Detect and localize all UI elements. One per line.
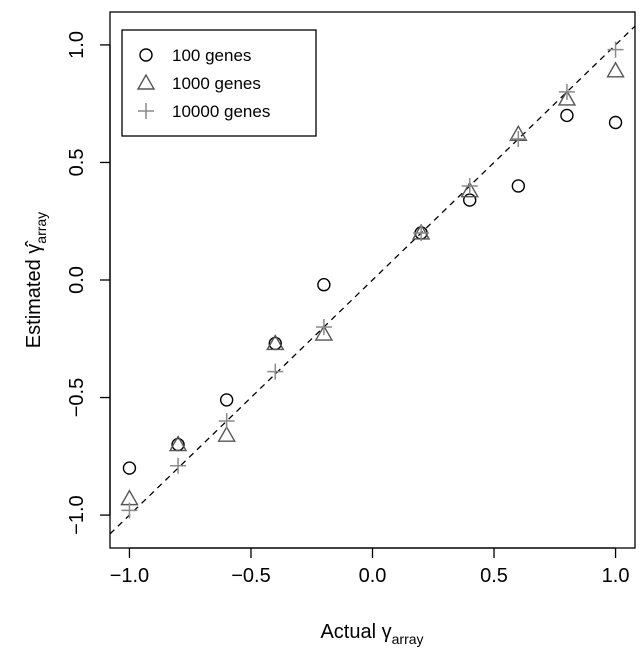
data-point-plus bbox=[267, 363, 284, 380]
data-point-triangle bbox=[557, 89, 577, 106]
x-axis-title-main: Actual bbox=[320, 621, 381, 643]
y-axis-title: Estimated γ̂array bbox=[23, 212, 49, 348]
data-point-plus bbox=[170, 457, 187, 474]
data-points bbox=[120, 41, 625, 519]
legend-box bbox=[121, 29, 317, 137]
data-point-triangle bbox=[168, 435, 188, 452]
data-point-plus bbox=[461, 177, 478, 194]
data-point-circle bbox=[219, 393, 234, 407]
x-tick-label: 1.0 bbox=[602, 565, 630, 587]
data-point-circle bbox=[511, 179, 526, 193]
y-tick-label: −0.5 bbox=[66, 378, 88, 417]
y-axis-title-subscript: array bbox=[33, 212, 49, 244]
y-axis-title-main: Estimated bbox=[23, 254, 45, 348]
data-point-triangle bbox=[266, 334, 285, 351]
data-point-circle bbox=[608, 115, 623, 130]
x-tick-label: −1.0 bbox=[110, 565, 149, 587]
data-point-triangle bbox=[460, 181, 479, 198]
data-point-circle bbox=[317, 278, 331, 292]
data-point-circle bbox=[560, 108, 574, 123]
x-tick-label: 0.5 bbox=[480, 565, 508, 587]
y-tick-label: 1.0 bbox=[66, 31, 88, 59]
data-point-triangle bbox=[606, 61, 625, 78]
data-point-triangle bbox=[217, 425, 236, 442]
x-tick-label: −0.5 bbox=[231, 565, 270, 587]
y-tick-label: −1.0 bbox=[66, 495, 88, 534]
y-axis: −1.0 −0.5 0.0 0.5 1.0 bbox=[66, 31, 111, 535]
data-point-circle bbox=[122, 461, 137, 475]
legend-plus-icon bbox=[138, 103, 154, 119]
data-point-plus bbox=[315, 319, 332, 336]
legend-label: 10000 genes bbox=[172, 102, 270, 121]
legend-label: 1000 genes bbox=[172, 74, 261, 93]
data-point-plus bbox=[558, 83, 575, 100]
legend-label: 100 genes bbox=[172, 46, 251, 65]
y-tick-label: 0.0 bbox=[66, 266, 88, 294]
x-axis-title-symbol: γ bbox=[382, 621, 392, 643]
y-tick-label: 0.5 bbox=[66, 149, 88, 177]
legend: 100 genes 1000 genes 10000 genes bbox=[121, 29, 317, 137]
data-point-triangle bbox=[314, 324, 334, 341]
x-axis-title-subscript: array bbox=[392, 631, 424, 647]
data-point-circle bbox=[463, 193, 477, 207]
legend-circle-icon bbox=[139, 48, 153, 62]
x-axis: −1.0 −0.5 0.0 0.5 1.0 bbox=[110, 547, 630, 587]
legend-triangle-icon bbox=[136, 73, 156, 90]
data-point-plus bbox=[413, 224, 430, 241]
x-axis-title: Actual γarray bbox=[320, 621, 423, 647]
data-point-plus bbox=[510, 130, 527, 147]
data-point-plus bbox=[121, 502, 138, 519]
data-point-plus bbox=[607, 41, 624, 58]
identity-reference-line bbox=[109, 25, 636, 535]
data-point-plus bbox=[218, 413, 235, 430]
x-tick-label: 0.0 bbox=[359, 565, 387, 587]
